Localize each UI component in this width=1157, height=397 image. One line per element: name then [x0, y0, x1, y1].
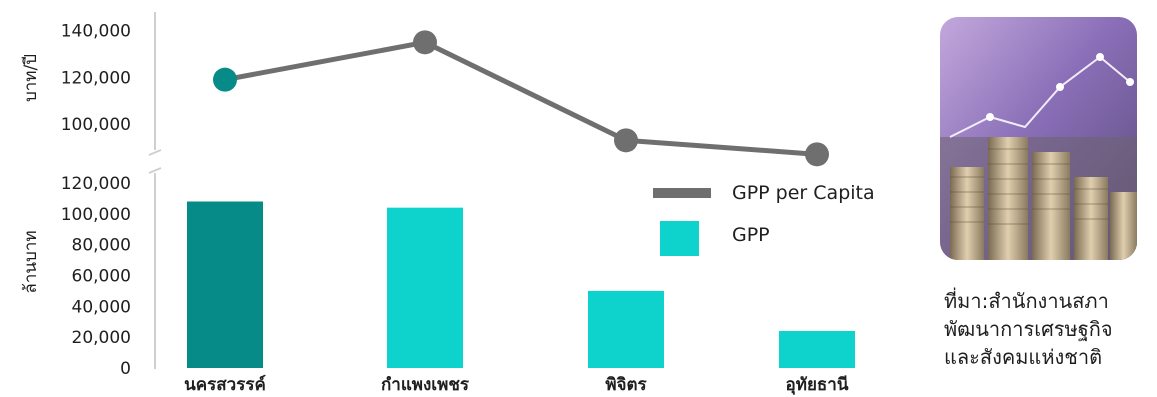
legend-label-line: GPP per Capita — [732, 182, 875, 204]
bar-axis — [148, 167, 162, 369]
legend-swatch-line — [653, 188, 711, 198]
gpp-per-capita-point — [213, 67, 237, 92]
line-tick-label: 100,000 — [61, 115, 131, 135]
gpp-chart: 100,000 120,000 140,000 0 20,000 40,000 60,00… — [21, 12, 875, 395]
source-note: ที่มา:สำนักงานสภา พัฒนาการเศรษฐกิจ และสั… — [944, 289, 1113, 369]
gpp-per-capita-point — [805, 142, 829, 167]
legend-swatch-bar — [660, 221, 699, 256]
bar-tick-label: 20,000 — [72, 328, 131, 348]
coins-chart-photo — [940, 17, 1137, 260]
category-label: กำแพงเพชร — [381, 375, 470, 395]
bar-tick-label: 120,000 — [61, 174, 131, 194]
gpp-bar — [779, 331, 855, 368]
bar-tick-label: 40,000 — [72, 297, 131, 317]
line-axis — [148, 12, 162, 156]
bar-tick-label: 60,000 — [72, 267, 131, 287]
bar-y-axis-label: ล้านบาท — [21, 230, 41, 293]
gpp-bar — [387, 207, 463, 368]
gpp-bar — [588, 290, 664, 368]
line-tick-label: 140,000 — [61, 22, 131, 42]
bar-tick-label: 0 — [120, 359, 131, 379]
gpp-bar — [187, 201, 263, 368]
gpp-per-capita-line — [224, 39, 818, 157]
legend: GPP per Capita GPP — [653, 182, 875, 256]
gpp-per-capita-point — [614, 128, 638, 153]
legend-label-bar: GPP — [732, 224, 770, 246]
category-label: อุทัยธานี — [786, 374, 849, 395]
category-label: พิจิตร — [605, 375, 647, 395]
bar-tick-label: 80,000 — [72, 236, 131, 256]
line-y-axis-label: บาท/ปี — [21, 54, 41, 102]
gpp-per-capita-point — [413, 30, 437, 55]
bar-tick-label: 100,000 — [61, 205, 131, 225]
line-tick-label: 120,000 — [61, 68, 131, 88]
category-label: นครสวรรค์ — [184, 374, 266, 395]
